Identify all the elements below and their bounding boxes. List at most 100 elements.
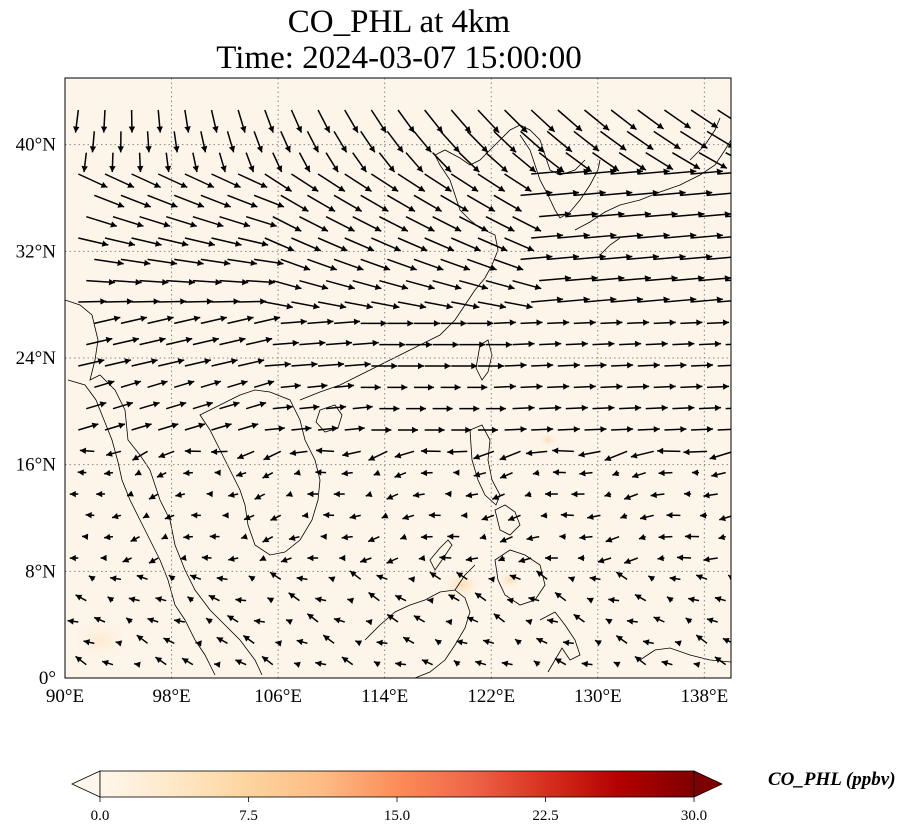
wind-arrow bbox=[291, 361, 318, 368]
wind-arrow bbox=[371, 237, 402, 252]
wind-arrow bbox=[538, 152, 565, 173]
wind-arrow bbox=[611, 426, 634, 433]
wind-arrow bbox=[432, 405, 453, 412]
wind-arrow bbox=[424, 301, 453, 310]
wind-arrow bbox=[734, 190, 766, 196]
wind-arrow bbox=[571, 490, 585, 498]
wind-arrow bbox=[451, 362, 478, 370]
wind-arrow bbox=[578, 450, 601, 458]
hotspot bbox=[496, 570, 524, 590]
lon-tick-label: 90°E bbox=[46, 686, 84, 707]
wind-arrow bbox=[280, 556, 292, 563]
wind-arrow bbox=[594, 639, 602, 646]
wind-arrow bbox=[109, 152, 116, 173]
wind-arrow bbox=[299, 404, 320, 411]
wind-arrow bbox=[238, 298, 267, 305]
wind-arrow bbox=[360, 194, 389, 213]
wind-arrow bbox=[365, 490, 373, 497]
wind-arrow bbox=[317, 237, 348, 252]
wind-arrow bbox=[666, 596, 674, 603]
wind-arrow bbox=[634, 593, 647, 602]
wind-arrow bbox=[672, 152, 701, 170]
wind-arrow bbox=[638, 533, 646, 541]
wind-arrow bbox=[341, 470, 353, 477]
wind-arrow bbox=[189, 574, 202, 581]
wind-arrow bbox=[688, 596, 700, 603]
wind-arrow bbox=[657, 447, 681, 455]
wind-arrow bbox=[485, 405, 506, 412]
wind-arrow bbox=[325, 404, 347, 411]
wind-arrow bbox=[192, 336, 220, 346]
wind-arrow bbox=[405, 279, 435, 291]
wind-arrow bbox=[69, 554, 79, 562]
wind-arrow bbox=[695, 574, 708, 581]
wind-arrow bbox=[184, 358, 212, 367]
wind-arrow bbox=[685, 617, 693, 625]
wind-arrow bbox=[158, 298, 187, 305]
wind-arrow bbox=[341, 534, 353, 541]
wind-arrow bbox=[477, 426, 498, 434]
wind-arrow bbox=[237, 358, 265, 367]
wind-arrow bbox=[173, 131, 180, 153]
wind-arrow bbox=[645, 152, 674, 171]
wind-arrow bbox=[371, 301, 400, 310]
map-title: CO_PHL at 4km Time: 2024-03-07 15:00:00 bbox=[0, 4, 798, 76]
wind-arrow bbox=[699, 512, 708, 519]
wind-arrow bbox=[714, 596, 726, 603]
wind-arrow bbox=[597, 557, 612, 564]
wind-arrow bbox=[672, 404, 695, 412]
wind-arrow bbox=[93, 616, 106, 623]
wind-arrow bbox=[533, 660, 541, 667]
wind-arrow bbox=[317, 109, 331, 133]
coastline-sulawesi bbox=[539, 611, 581, 673]
wind-arrow bbox=[69, 490, 79, 498]
wind-arrow bbox=[450, 237, 481, 252]
wind-arrow bbox=[245, 336, 273, 346]
wind-arrow bbox=[466, 616, 479, 623]
wind-arrow bbox=[432, 152, 452, 173]
wind-arrow bbox=[325, 279, 355, 291]
wind-arrow bbox=[499, 471, 513, 479]
wind-arrow bbox=[352, 152, 368, 173]
wind-arrow bbox=[134, 661, 141, 668]
wind-arrow bbox=[174, 258, 204, 267]
wind-arrow bbox=[620, 512, 628, 519]
wind-arrow bbox=[577, 554, 585, 562]
wind-arrow bbox=[210, 109, 219, 133]
wind-arrow bbox=[243, 514, 255, 521]
wind-arrow bbox=[709, 451, 731, 461]
wind-arrow bbox=[280, 258, 311, 271]
wind-arrow bbox=[173, 617, 186, 625]
wind-arrow bbox=[104, 533, 114, 541]
wind-arrow bbox=[264, 109, 275, 133]
wind-arrow bbox=[342, 450, 361, 458]
wind-arrow bbox=[344, 173, 372, 193]
wind-arrow bbox=[717, 364, 731, 367]
title-line-1: CO_PHL at 4km bbox=[287, 4, 511, 40]
wind-arrow bbox=[131, 358, 158, 367]
wind-arrow bbox=[112, 401, 134, 410]
wind-arrow bbox=[344, 237, 375, 252]
wind-arrow bbox=[405, 215, 435, 232]
wind-arrow bbox=[520, 130, 545, 153]
wind-arrow bbox=[379, 405, 400, 412]
wind-arrow bbox=[413, 320, 440, 327]
wind-arrow bbox=[690, 109, 719, 129]
wind-arrow bbox=[344, 361, 371, 368]
wind-arrow bbox=[158, 358, 185, 367]
wind-arrow bbox=[195, 640, 202, 647]
wind-arrow bbox=[157, 173, 188, 189]
lat-tick-label: 8°N bbox=[25, 561, 56, 582]
wind-arrow bbox=[323, 511, 335, 519]
wind-arrow bbox=[166, 278, 196, 286]
hotspot bbox=[538, 432, 558, 448]
map-area bbox=[64, 77, 766, 679]
wind-arrow bbox=[208, 594, 220, 602]
wind-arrow bbox=[683, 490, 692, 498]
wind-arrow bbox=[440, 320, 467, 327]
wind-arrow bbox=[623, 557, 639, 565]
wind-arrow bbox=[600, 130, 627, 151]
wind-arrow bbox=[242, 634, 255, 644]
wind-arrow bbox=[184, 447, 201, 455]
